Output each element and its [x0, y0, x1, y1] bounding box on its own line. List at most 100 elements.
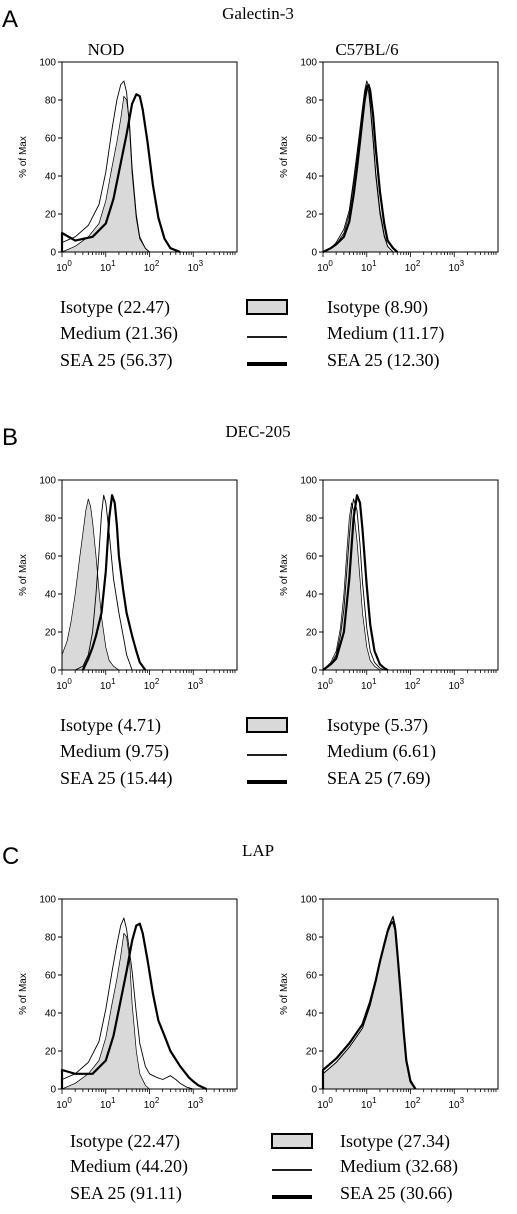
- y-axis-label: % of Max: [18, 136, 29, 178]
- x-tick-label: 102: [144, 259, 160, 274]
- y-tick-label: 20: [306, 628, 318, 639]
- x-tick-label: 102: [405, 677, 421, 692]
- plot-right: 0 20 40 60 80 100 100 101 102 103 % of Max: [279, 476, 499, 692]
- series-medium: [322, 498, 385, 671]
- y-tick-label: 40: [45, 1009, 57, 1020]
- x-tick-label: 101: [361, 259, 377, 274]
- legend-left-label: Isotype (22.47): [70, 1131, 180, 1152]
- y-tick-label: 0: [311, 248, 317, 259]
- y-tick-label: 60: [45, 134, 57, 145]
- x-tick-label: 101: [100, 677, 116, 692]
- y-axis-label: % of Max: [279, 973, 290, 1015]
- legend-swatch-isotype: [246, 299, 288, 315]
- x-tick-label: 100: [317, 677, 333, 692]
- x-tick-label: 101: [100, 259, 116, 274]
- panel-title: LAP: [242, 841, 274, 860]
- y-tick-label: 100: [300, 476, 317, 487]
- legend: Isotype (22.47) Isotype (27.34) Medium (44…: [70, 1131, 458, 1204]
- x-tick-label: 103: [448, 259, 464, 274]
- panel-letter: B: [2, 424, 18, 451]
- y-tick-label: 0: [50, 666, 56, 677]
- legend-left-label: SEA 25 (91.11): [70, 1183, 182, 1204]
- x-tick-label: 100: [317, 259, 333, 274]
- panel-C: C LAP 0 20 40 60 80 100 100 101 102 103 % of Max 0 20 4…: [2, 841, 499, 1204]
- y-tick-label: 60: [45, 971, 57, 982]
- x-tick-label: 103: [187, 1096, 203, 1111]
- y-tick-label: 20: [45, 210, 57, 221]
- panel-letter: A: [2, 6, 18, 33]
- series-sea-25: [81, 494, 147, 671]
- y-tick-label: 40: [306, 1009, 318, 1020]
- y-tick-label: 0: [50, 1085, 56, 1096]
- y-axis-label: % of Max: [279, 136, 290, 178]
- y-tick-label: 20: [306, 210, 318, 221]
- legend-right-label: Medium (11.17): [327, 323, 444, 344]
- x-tick-label: 100: [56, 259, 72, 274]
- y-tick-label: 0: [311, 666, 317, 677]
- y-tick-label: 60: [306, 134, 318, 145]
- plot-subtitle: C57BL/6: [335, 40, 398, 59]
- y-tick-label: 0: [50, 248, 56, 259]
- x-tick-label: 101: [100, 1096, 116, 1111]
- y-tick-label: 60: [45, 552, 57, 563]
- plot-subtitle: NOD: [88, 40, 125, 59]
- plot-right: C57BL/6 0 20 40 60 80 100 100 101 102 103 % of Max: [279, 40, 499, 274]
- series-medium: [322, 80, 394, 253]
- series-sea-25: [60, 922, 207, 1090]
- y-tick-label: 100: [39, 58, 56, 69]
- x-tick-label: 100: [317, 1096, 333, 1111]
- legend-left-label: Medium (9.75): [60, 741, 169, 762]
- legend: Isotype (4.71) Isotype (5.37) Medium (9.75…: [60, 715, 436, 789]
- series-sea-25: [322, 83, 399, 253]
- y-tick-label: 60: [306, 552, 318, 563]
- panel-title: Galectin-3: [222, 4, 294, 23]
- y-tick-label: 100: [300, 58, 317, 69]
- y-tick-label: 80: [45, 514, 57, 525]
- legend-left-label: SEA 25 (15.44): [60, 768, 173, 789]
- legend-left-label: Isotype (4.71): [60, 715, 161, 736]
- x-tick-label: 102: [144, 1096, 160, 1111]
- plot-frame: [61, 898, 238, 1090]
- x-tick-label: 100: [56, 677, 72, 692]
- legend-right-label: Medium (32.68): [340, 1156, 458, 1177]
- series-isotype: [61, 932, 150, 1090]
- y-tick-label: 100: [300, 895, 317, 906]
- series-sea-25: [60, 93, 181, 254]
- y-tick-label: 40: [306, 172, 318, 183]
- y-tick-label: 20: [306, 1047, 318, 1058]
- legend-right-label: SEA 25 (7.69): [327, 768, 431, 789]
- y-tick-label: 40: [45, 590, 57, 601]
- x-tick-label: 101: [361, 677, 377, 692]
- series-sea-25: [322, 494, 389, 671]
- y-tick-label: 80: [45, 933, 57, 944]
- y-tick-label: 20: [45, 628, 57, 639]
- series-medium: [61, 80, 150, 253]
- panel-title: DEC-205: [225, 422, 290, 441]
- legend-right-label: Isotype (27.34): [340, 1131, 450, 1152]
- y-tick-label: 60: [306, 971, 318, 982]
- series-isotype: [322, 502, 381, 671]
- y-tick-label: 40: [45, 172, 57, 183]
- x-tick-label: 101: [361, 1096, 377, 1111]
- y-axis-label: % of Max: [279, 554, 290, 596]
- legend-left-label: Medium (21.36): [60, 323, 178, 344]
- series-isotype: [61, 95, 150, 253]
- y-tick-label: 80: [306, 933, 318, 944]
- legend-swatch-isotype: [246, 717, 288, 733]
- panel-A: A Galectin-3 NOD 0 20 40 60 80 100 100 101 102 103 % …: [2, 4, 499, 371]
- plot-left: NOD 0 20 40 60 80 100 100 101 102 103 % of Max: [18, 40, 238, 274]
- x-tick-label: 103: [448, 1096, 464, 1111]
- legend-left-label: Isotype (22.47): [60, 297, 170, 318]
- x-tick-label: 103: [187, 677, 203, 692]
- panel-B: B DEC-205 0 20 40 60 80 100 100 101 102 103 % of Max…: [2, 422, 499, 789]
- x-tick-label: 103: [448, 677, 464, 692]
- legend-right-label: Isotype (5.37): [327, 715, 428, 736]
- series-sea-25: [321, 920, 417, 1090]
- y-axis-label: % of Max: [18, 973, 29, 1015]
- x-tick-label: 102: [144, 677, 160, 692]
- series-medium: [61, 917, 194, 1090]
- y-tick-label: 0: [311, 1085, 317, 1096]
- legend-left-label: SEA 25 (56.37): [60, 350, 173, 371]
- y-tick-label: 40: [306, 590, 318, 601]
- plot-left: 0 20 40 60 80 100 100 101 102 103 % of Max: [18, 476, 238, 692]
